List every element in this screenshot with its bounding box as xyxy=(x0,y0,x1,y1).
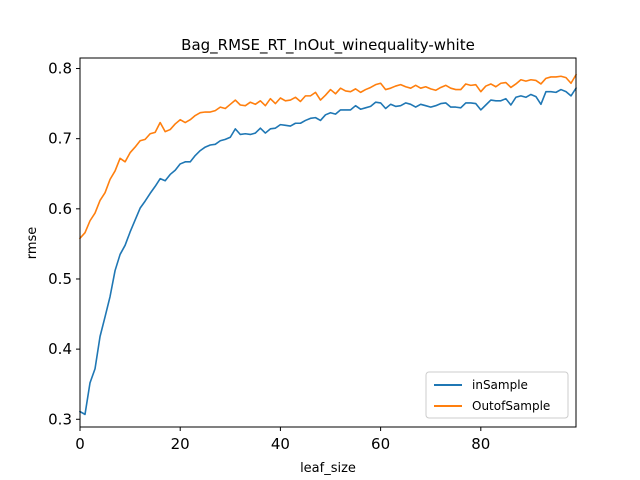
x-tick-label: 80 xyxy=(471,435,490,453)
y-tick-label: 0.7 xyxy=(48,130,72,148)
x-tick-label: 20 xyxy=(171,435,190,453)
legend-label-insample: inSample xyxy=(472,378,528,392)
y-tick-label: 0.6 xyxy=(48,200,72,218)
series-layer xyxy=(78,73,578,416)
series-line-insample xyxy=(78,87,578,416)
y-tick-label: 0.5 xyxy=(48,270,72,288)
plot-area xyxy=(80,58,576,427)
x-axis-title: leaf_size xyxy=(300,461,356,476)
y-axis: 0.3 0.4 0.5 0.6 0.7 0.8 xyxy=(48,60,80,428)
y-axis-title: rmse xyxy=(25,227,40,260)
y-tick-label: 0.3 xyxy=(48,410,72,428)
chart-title: Bag_RMSE_RT_InOut_winequality-white xyxy=(181,36,475,55)
x-tick-label: 0 xyxy=(75,435,85,453)
legend: inSample OutofSample xyxy=(425,371,569,419)
y-tick-label: 0.4 xyxy=(48,340,72,358)
x-axis: 0 20 40 60 80 xyxy=(75,427,490,453)
plot-frame xyxy=(79,57,577,428)
y-tick-label: 0.8 xyxy=(48,60,72,78)
legend-label-outofsample: OutofSample xyxy=(472,399,550,413)
x-tick-label: 40 xyxy=(271,435,290,453)
x-tick-label: 60 xyxy=(371,435,390,453)
series-line-outofsample xyxy=(78,73,578,240)
